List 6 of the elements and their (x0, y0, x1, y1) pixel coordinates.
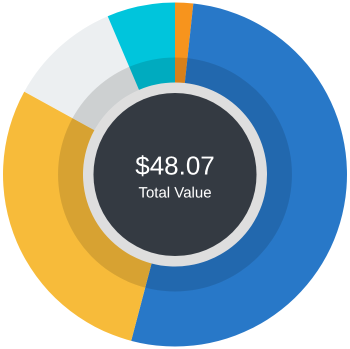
text: Total Value (138, 184, 212, 202)
donut-slice (108, 2, 175, 90)
donut-slice (175, 2, 194, 84)
donut-slice (24, 16, 139, 130)
text: $48.07 (135, 150, 215, 180)
donut-slice (131, 3, 347, 346)
